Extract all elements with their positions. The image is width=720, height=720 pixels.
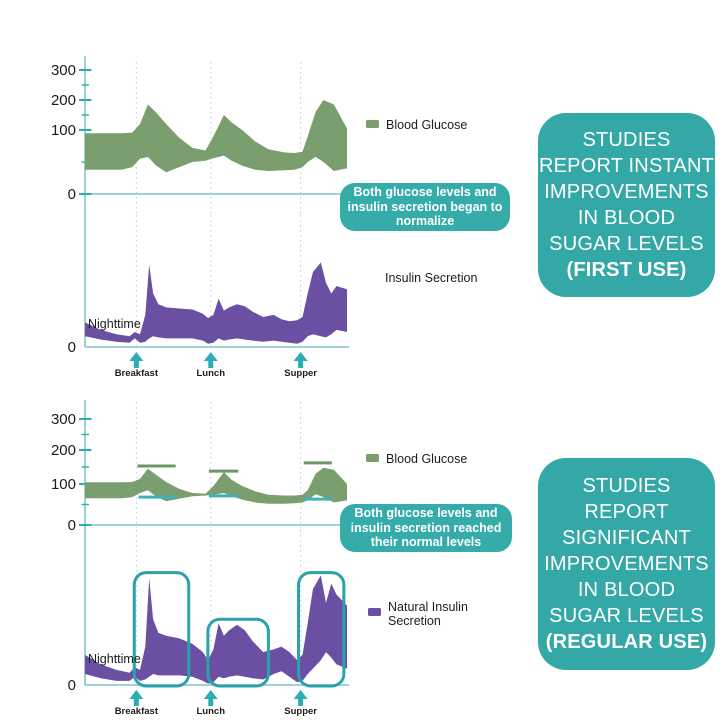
blood-glucose-swatch-icon [366,120,379,128]
natural-insulin-secretion-regular-use-band [85,575,347,684]
meal-arrow-up-icon [293,690,308,706]
blood-glucose-regular-use-band [85,467,347,504]
meal-arrow-up-icon [203,690,218,706]
legend-blood-glucose-regular: Blood Glucose [366,452,467,466]
text-line: IN BLOOD [577,207,676,229]
legend-label: Blood Glucose [386,452,468,466]
text-line: insulin secretion reached [350,520,502,535]
text-line: IN BLOOD [577,579,676,601]
y-tick-label: 100 [51,122,76,139]
panel-text: STUDIES REPORT INSTANT IMPROVEMENTS IN BLOO… [538,127,715,257]
panel-emphasis: (REGULAR USE) [545,631,708,653]
blood-glucose-chart-first-use: 0 100 200 300 [40,52,360,215]
blood-glucose-first-use-band [85,100,347,173]
text-line: REPORT [584,501,669,523]
meal-label: Lunch [197,706,226,717]
peak-highlight-box [132,571,191,688]
nighttime-label: Nighttime [88,652,141,666]
text-line: STUDIES [582,475,671,497]
meal-arrow-up-icon [129,352,144,368]
legend-natural-insulin-regular: Natural Insulin Secretion [368,600,468,628]
text-line: normalize [395,214,455,229]
y-tick-label: 0 [68,677,76,694]
peak-highlight-box [297,571,346,688]
y-tick-label: 0 [68,517,76,530]
text-line: REPORT INSTANT [538,155,715,177]
insulin-secretion-chart-first-use: 0 Breakfast Lunch Supper Nighttime [40,215,360,395]
legend-label: Blood Glucose [386,118,468,132]
insulin-secretion-first-use-svg: 0 Breakfast Lunch Supper Nighttime [68,215,349,379]
natural-insulin-chart-regular-use: 0 Breakfast Lunch Supper Nighttime [40,530,360,720]
y-tick-label: 300 [51,62,76,79]
panel-text: STUDIES REPORT SIGNIFICANT IMPROVEMENTS IN B… [538,473,715,629]
blood-glucose-chart-regular-use: 0 100 200 300 [40,398,360,530]
text-line: SUGAR LEVELS [549,233,704,255]
legend-label: Insulin Secretion [385,271,478,285]
callout-glucose-normal-levels: Both glucose levels and insulin secretion… [340,504,512,552]
panel-first-use: STUDIES REPORT INSTANT IMPROVEMENTS IN BLOO… [538,113,715,297]
meal-label: Supper [284,368,317,379]
text-line: Both glucose levels and [354,506,498,521]
text-line: Both glucose levels and [353,185,497,200]
nighttime-label: Nighttime [88,317,141,331]
legend-label: Natural Insulin Secretion [388,600,468,628]
text-line: IMPROVEMENTS [544,181,709,203]
legend-insulin-secretion-first: Insulin Secretion [385,271,477,285]
meal-label: Lunch [197,368,226,379]
blood-glucose-swatch-icon [366,454,379,462]
insulin-secretion-first-use-band [85,262,347,344]
panel-emphasis: (FIRST USE) [566,259,687,281]
y-tick-label: 100 [51,476,76,493]
text-line: IMPROVEMENTS [544,553,709,575]
meal-arrow-up-icon [203,352,218,368]
y-tick-label: 200 [51,92,76,109]
y-tick-label: 300 [51,411,76,428]
meal-label: Breakfast [115,368,159,379]
legend-blood-glucose-first: Blood Glucose [366,118,467,132]
text-line: SUGAR LEVELS [549,605,704,627]
text-line: insulin secretion began to [347,199,503,214]
text-line: their normal levels [370,535,482,550]
y-tick-label: 0 [68,186,76,203]
meal-label: Breakfast [115,706,159,717]
y-tick-label: 0 [68,339,76,356]
meal-arrow-up-icon [129,690,144,706]
callout-glucose-normalize: Both glucose levels and insulin secretion… [340,183,510,231]
y-tick-label: 200 [51,442,76,459]
peak-highlight-box [206,617,270,688]
text-line: STUDIES [582,129,671,151]
natural-insulin-swatch-icon [368,608,381,616]
blood-glucose-regular-use-svg: 0 100 200 300 [51,400,349,530]
meal-arrow-up-icon [293,352,308,368]
natural-insulin-secretion-regular-use-svg: 0 Breakfast Lunch Supper Nighttime [68,530,349,717]
panel-regular-use: STUDIES REPORT SIGNIFICANT IMPROVEMENTS IN B… [538,458,715,670]
blood-glucose-first-use-svg: 0 100 200 300 [51,56,349,215]
text-line: SIGNIFICANT [562,527,691,549]
meal-label: Supper [284,706,317,717]
